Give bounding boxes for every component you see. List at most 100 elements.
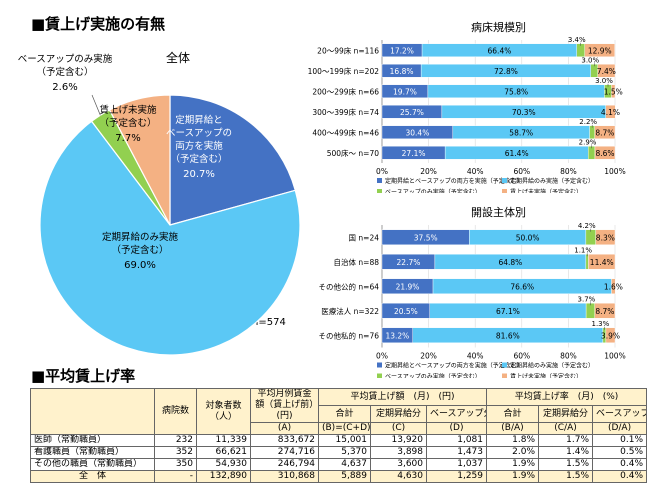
table-row-label: 医師（常勤職員） [30,434,155,447]
bar-value-label: 16.8% [390,67,414,76]
table-cell: 4,630 [370,470,427,483]
legend-label: 定期昇給のみ実施（予定含む） [510,177,594,185]
bar-chart-title: 病床規模別 [471,20,526,34]
table-cell: 1.9% [486,470,539,483]
bar-value-label: 12.9% [588,46,612,55]
category-label: 100～199床 n=202 [308,66,380,76]
legend-label: 定期昇給のみ実施（予定含む） [510,362,594,370]
legend-item-regular-only: 定期昇給のみ実施（予定含む） [502,177,594,185]
bar-value-label: 75.8% [504,87,528,96]
pie-label-line: ベースアップの [166,128,232,139]
table-header-cell: 平均賃上げ額 (月) (円) [318,388,487,406]
table-cell: 833,672 [250,434,319,447]
pie-label-both: 定期昇給とベースアップの両方を実施（予定含む） 20.7% [166,114,232,180]
table-cell: 310,868 [250,470,319,483]
legend-item-regular-only: 定期昇給のみ実施（予定含む） [502,362,594,370]
bar-value-label: 61.4% [505,149,529,158]
table-header-corner [30,388,155,435]
category-label: 20～99床 n=116 [317,45,379,55]
bar-value-label: 8.3% [596,233,615,242]
bar-value-label: 37.5% [414,233,438,242]
bar-callout-label: 2.2% [579,118,597,126]
pie-label-line: （予定含む） [111,244,168,256]
table-cell: 1.5% [538,470,593,483]
bar-segment-base-up_only [585,254,589,270]
table-formula-cell: (B)=(C+D) [318,422,371,435]
legend-item-none: 賃上げ未実施（予定含む） [502,188,582,193]
category-label: 200～299床 n=66 [312,86,379,96]
bar-segment-none [597,64,616,78]
bar-segment-none [605,327,616,343]
bar-segment-none [611,278,616,294]
bar-segment-none [611,84,616,98]
bar-value-label: 20.5% [394,307,418,316]
bar-chart-title: 開設主体別 [471,205,526,219]
x-tick-label: 60% [513,352,530,361]
pie-slice-regular-only [39,120,300,356]
legend-item-none: 賃上げ未実施（予定含む） [502,373,582,378]
table-row: 看護職員（常勤職員） 352 66,621 274,716 5,370 3,898 1,47… [30,446,648,459]
pie-value-label: 7.7% [115,133,140,144]
table-cell: 15,001 [318,434,371,447]
bar-value-label: 72.8% [494,67,518,76]
bar-value-label: 13.2% [385,331,409,340]
x-tick-label: 80% [560,167,577,176]
legend-item-base-up_only: ベースアップのみ実施（予定含む） [377,188,481,193]
legend-label: 定期昇給とベースアップの両方を実施（予定含む） [385,362,523,370]
bar-callout-label: 3.0% [595,77,613,85]
pie-chart-overall: 全体n=574定期昇給とベースアップの両方を実施（予定含む）20.7%定期昇給の… [18,50,300,356]
table-row: その他の職員（常勤職員） 350 54,930 246,794 4,637 3,600 1,… [30,458,648,471]
table-cell: 5,889 [318,470,371,483]
category-label: 国 n=24 [349,233,380,242]
x-tick-label: 20% [420,167,437,176]
legend-swatch [377,178,382,183]
table-cell: 66,621 [196,446,251,459]
table-cell: 1.4% [538,446,593,459]
table-subheader-cell: 定期昇給分 [538,405,593,423]
table-subheader-cell: ベースアップ分 [591,405,648,423]
x-tick-label: 100% [604,167,625,176]
table-cell: 350 [154,458,197,471]
table-cell: 232 [154,434,197,447]
legend-item-base-up_only: ベースアップのみ実施（予定含む） [377,373,481,378]
pie-label-line: （予定含む） [170,153,227,165]
legend-item-both: 定期昇給とベースアップの両方を実施（予定含む） [377,177,523,185]
legend-swatch [377,373,382,378]
bar-segment-none [605,105,616,119]
bar-value-label: 8.7% [595,128,614,137]
x-tick-label: 60% [513,167,530,176]
table-row-label: 看護職員（常勤職員） [30,446,155,459]
table-cell: 0.4% [591,470,648,483]
bar-value-label: 11.4% [590,258,614,267]
wage-increase-section-title: ■賃上げ実施の有無 [31,15,166,33]
table-cell: 3,600 [370,458,427,471]
table-formula-cell: (D/A) [591,422,648,435]
category-label: 300～399床 n=74 [312,107,379,117]
bar-callout-label: 2.9% [579,138,597,146]
legend-label: 賃上げ未実施（予定含む） [510,188,582,193]
bar-chart-by-founder: 開設主体別 0% 20% 40% 60% 80% 100% 国 n=24 37.5% 50.0% 4… [319,205,626,378]
average-rate-section-title: ■平均賃上げ率 [31,367,136,385]
table-cell: 0.4% [591,458,648,471]
table-cell: 1.9% [486,458,539,471]
pie-label-line: 賃上げ未実施 [99,104,157,116]
bar-value-label: 1.5% [604,87,623,96]
legend-label: 定期昇給とベースアップの両方を実施（予定含む） [385,177,523,185]
pie-value-label: 2.6% [52,82,77,93]
bar-segment-none [588,254,616,270]
table-header-cell: 平均賃上げ率 (月) (%) [485,388,648,406]
table-cell: 1,037 [426,458,487,471]
bar-value-label: 8.6% [595,149,614,158]
pie-slice-both [169,94,297,226]
bar-callout-label: 4.2% [578,222,596,230]
table-cell: 0.1% [591,434,648,447]
legend-item-both: 定期昇給とベースアップの両方を実施（予定含む） [377,362,523,370]
x-tick-label: 40% [467,352,484,361]
pie-leader-line [91,94,101,116]
table-cell: 11,339 [196,434,251,447]
bar-callout-label: 3.7% [578,295,596,303]
pie-label-line: 定期昇給のみ実施 [102,231,179,243]
pie-label-regular-only: 定期昇給のみ実施（予定含む） 69.0% [102,231,179,271]
table-row-label: 全 体 [30,470,155,483]
bar-segment-none [594,146,616,160]
